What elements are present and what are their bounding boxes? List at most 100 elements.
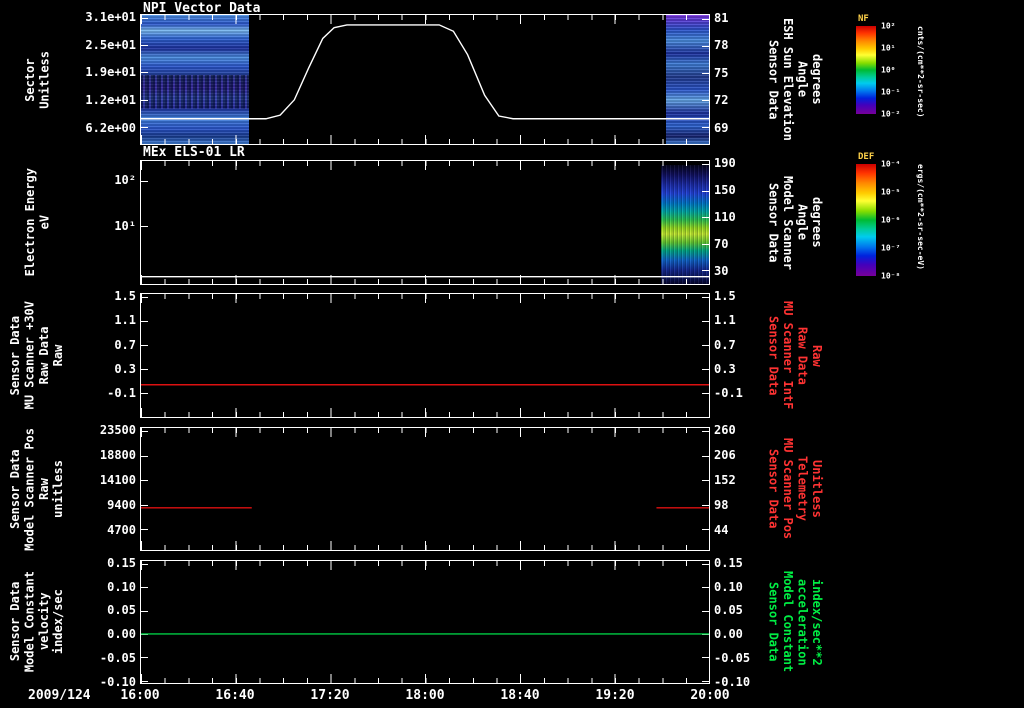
y-tick-mark bbox=[702, 610, 709, 612]
y-tick-label-right: 190 bbox=[714, 156, 736, 171]
y-tick-label-right: 0.00 bbox=[714, 627, 743, 642]
panel-row-scanner-pos: Sensor Data Model Scanner Pos Raw unitle… bbox=[0, 423, 1024, 551]
y-tick-mark bbox=[702, 455, 709, 457]
y-tick-mark bbox=[702, 320, 709, 322]
y-tick-mark bbox=[702, 217, 709, 219]
x-axis: 2009/124 16:00 16:40 17:20 18:00 18:40 19:20 2… bbox=[0, 688, 1024, 708]
y-tick-mark bbox=[141, 455, 148, 457]
y-tick-mark bbox=[141, 392, 148, 394]
colorbar-def-unit: ergs/(cm**2-sr-sec-eV) bbox=[916, 164, 925, 270]
x-tick-label: 17:20 bbox=[310, 688, 350, 703]
y-axis-ticks-right: 81 78 75 72 69 bbox=[714, 11, 760, 145]
y-tick-label-right: 0.3 bbox=[714, 361, 736, 376]
panel-row-mu-scanner: Sensor Data MU Scanner +30V Raw Data Raw… bbox=[0, 289, 1024, 418]
y-tick-mark bbox=[141, 225, 148, 227]
colorbar-tick-label: 10⁻⁶ bbox=[881, 215, 901, 225]
panel-model-constant bbox=[140, 560, 710, 684]
y-axis-ticks-right: 190 150 110 70 30 bbox=[714, 156, 760, 285]
y-tick-mark bbox=[141, 72, 148, 74]
panel-mu-scanner-raw bbox=[140, 293, 710, 418]
x-major-ticks-top bbox=[141, 428, 709, 437]
y-axis-label-right: Sensor Data Model Constant acceleration … bbox=[750, 560, 840, 684]
y-tick-mark bbox=[702, 431, 709, 433]
y-tick-label-left: 10¹ bbox=[114, 218, 136, 233]
y-tick-label-left: 4700 bbox=[107, 522, 136, 537]
y-axis-label-left-text: Sector Unitless bbox=[22, 50, 51, 109]
y-tick-label-left: 0.10 bbox=[107, 579, 136, 594]
y-tick-label-right: 150 bbox=[714, 182, 736, 197]
y-tick-mark bbox=[702, 504, 709, 506]
y-tick-label-right: 0.15 bbox=[714, 555, 743, 570]
x-tick-label: 16:40 bbox=[215, 688, 255, 703]
x-tick-label: 16:00 bbox=[120, 688, 160, 703]
y-tick-label-left: 1.1 bbox=[114, 313, 136, 328]
y-tick-label-left: -0.1 bbox=[107, 386, 136, 401]
y-tick-mark bbox=[702, 480, 709, 482]
y-axis-ticks-left: 23500 18800 14100 9400 4700 bbox=[58, 423, 136, 551]
y-tick-mark bbox=[702, 243, 709, 245]
colorbar-tick-label: 10⁻⁵ bbox=[881, 187, 901, 197]
panel1-title: NPI Vector Data bbox=[143, 1, 261, 16]
y-tick-mark bbox=[141, 126, 148, 128]
panel2-title: MEx ELS-01 LR bbox=[143, 145, 245, 160]
y-tick-mark bbox=[141, 504, 148, 506]
colorbar-nf-title: NF bbox=[858, 14, 869, 24]
panel-row-model-constant: Sensor Data Model Constant velocity inde… bbox=[0, 556, 1024, 689]
spectrogram-region bbox=[660, 164, 709, 284]
y-tick-mark bbox=[141, 587, 148, 589]
y-tick-label-left: 23500 bbox=[99, 423, 136, 438]
x-tick-label: 20:00 bbox=[690, 688, 730, 703]
y-tick-label-right: 30 bbox=[714, 263, 729, 278]
y-tick-label-right: 72 bbox=[714, 93, 729, 108]
y-tick-mark bbox=[702, 163, 709, 165]
y-axis-ticks-right: 0.15 0.10 0.05 0.00 -0.05 -0.10 bbox=[714, 556, 760, 689]
y-tick-mark bbox=[702, 344, 709, 346]
y-tick-mark bbox=[141, 529, 148, 531]
y-tick-label-right: 110 bbox=[714, 209, 736, 224]
x-tick-label: 19:20 bbox=[595, 688, 635, 703]
y-tick-mark bbox=[702, 72, 709, 74]
x-major-ticks-top bbox=[141, 561, 709, 570]
y-tick-mark bbox=[141, 181, 148, 183]
y-tick-label-left: 6.2e+00 bbox=[85, 120, 136, 135]
y-axis-label-right-text: Sensor Data MU Scanner Pos Telemetry Uni… bbox=[766, 438, 824, 540]
y-tick-label-right: 1.5 bbox=[714, 289, 736, 304]
spectrogram-region bbox=[666, 15, 709, 144]
series-layer bbox=[141, 15, 709, 144]
y-tick-mark bbox=[702, 587, 709, 589]
y-tick-label-right: -0.1 bbox=[714, 386, 743, 401]
y-tick-label-left: 0.3 bbox=[114, 361, 136, 376]
y-tick-mark bbox=[702, 190, 709, 192]
y-tick-mark bbox=[141, 610, 148, 612]
y-axis-ticks-right: 260 206 152 98 44 bbox=[714, 423, 760, 551]
y-axis-label-left-text: Electron Energy eV bbox=[22, 168, 51, 277]
x-major-ticks-top bbox=[141, 161, 709, 170]
colorbar-tick-label: 10⁻² bbox=[881, 109, 901, 119]
y-axis-ticks-left: 0.15 0.10 0.05 0.00 -0.05 -0.10 bbox=[58, 556, 136, 689]
y-axis-label-right: Sensor Data MU Scanner Pos Telemetry Uni… bbox=[750, 427, 840, 551]
colorbar-def: DEF 10⁻⁴ 10⁻⁵ 10⁻⁶ 10⁻⁷ 10⁻⁸ ergs/(cm**2-sr-… bbox=[856, 152, 1024, 290]
y-tick-mark bbox=[702, 563, 709, 565]
y-axis-label-right: Sensor Data MU Scanner IntF Raw Data Raw bbox=[750, 293, 840, 418]
y-tick-label-right: 0.05 bbox=[714, 603, 743, 618]
y-tick-mark bbox=[141, 320, 148, 322]
colorbar-tick-label: 10⁻¹ bbox=[881, 87, 901, 97]
y-tick-label-right: -0.05 bbox=[714, 650, 751, 665]
y-tick-mark bbox=[141, 368, 148, 370]
panel-row-npi-vector: Sector Unitless 3.1e+01 2.5e+01 1.9e+01 1.2… bbox=[0, 10, 1024, 145]
y-tick-label-left: 9400 bbox=[107, 497, 136, 512]
panel-row-els: Electron Energy eV 10² 10¹ 190 150 110 70 30 … bbox=[0, 156, 1024, 285]
colorbar-tick-label: 10² bbox=[881, 21, 896, 31]
y-tick-label-right: 1.1 bbox=[714, 313, 736, 328]
y-axis-label-right-text: Sensor Data Model Scanner Angle degrees bbox=[766, 175, 824, 270]
y-tick-mark bbox=[141, 657, 148, 659]
y-tick-label-left: 0.15 bbox=[107, 555, 136, 570]
y-tick-mark bbox=[141, 563, 148, 565]
y-axis-ticks-left: 3.1e+01 2.5e+01 1.9e+01 1.2e+01 6.2e+00 bbox=[58, 10, 136, 145]
y-tick-mark bbox=[702, 529, 709, 531]
y-tick-label-left: 10² bbox=[114, 173, 136, 188]
y-tick-label-left: -0.10 bbox=[99, 674, 136, 689]
y-tick-label-left: -0.05 bbox=[99, 650, 136, 665]
y-tick-label-right: 70 bbox=[714, 236, 729, 251]
